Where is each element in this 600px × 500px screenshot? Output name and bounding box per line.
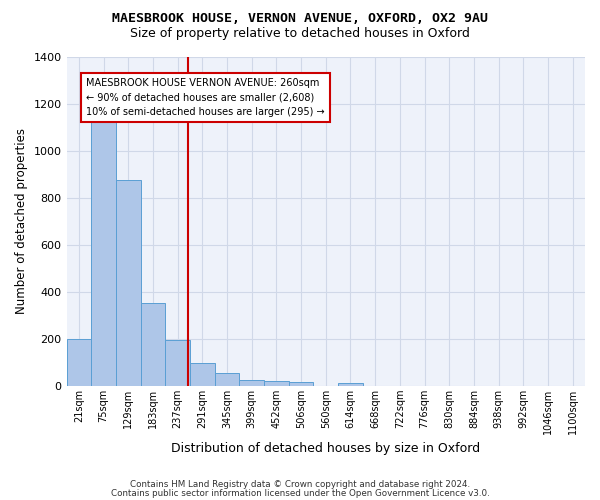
Bar <box>239 380 264 386</box>
Text: MAESBROOK HOUSE VERNON AVENUE: 260sqm
← 90% of detached houses are smaller (2,60: MAESBROOK HOUSE VERNON AVENUE: 260sqm ← … <box>86 78 325 118</box>
Bar <box>116 180 140 386</box>
Y-axis label: Number of detached properties: Number of detached properties <box>15 128 28 314</box>
Bar <box>289 382 313 386</box>
Text: Size of property relative to detached houses in Oxford: Size of property relative to detached ho… <box>130 28 470 40</box>
Bar <box>338 382 363 386</box>
Text: MAESBROOK HOUSE, VERNON AVENUE, OXFORD, OX2 9AU: MAESBROOK HOUSE, VERNON AVENUE, OXFORD, … <box>112 12 488 26</box>
Bar <box>190 362 215 386</box>
Bar <box>165 340 190 386</box>
Text: Contains HM Land Registry data © Crown copyright and database right 2024.: Contains HM Land Registry data © Crown c… <box>130 480 470 489</box>
Text: Contains public sector information licensed under the Open Government Licence v3: Contains public sector information licen… <box>110 488 490 498</box>
Bar <box>215 372 239 386</box>
Bar <box>140 304 165 386</box>
Bar <box>264 381 289 386</box>
Bar <box>67 340 91 386</box>
Bar <box>91 122 116 386</box>
X-axis label: Distribution of detached houses by size in Oxford: Distribution of detached houses by size … <box>171 442 481 455</box>
